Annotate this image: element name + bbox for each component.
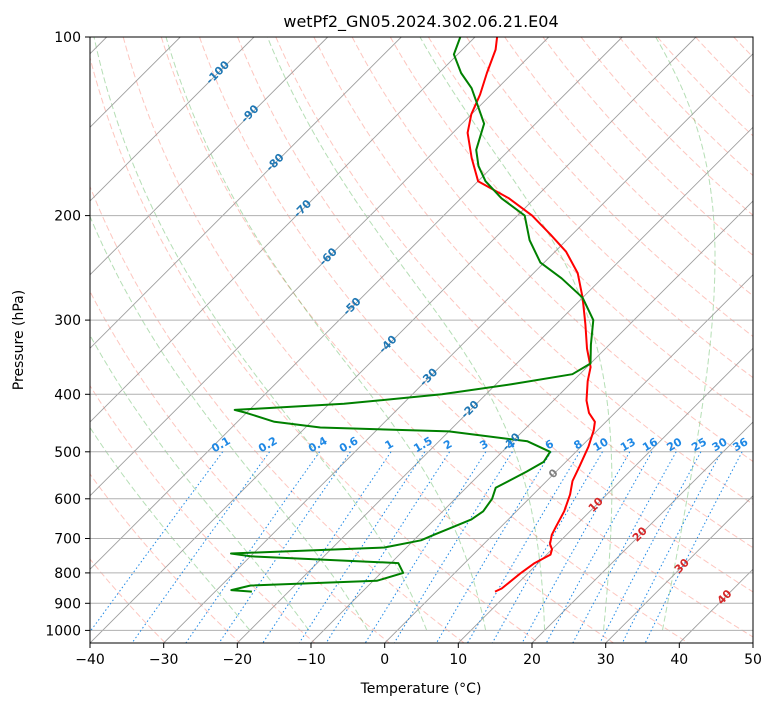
y-tick-label: 700 — [54, 532, 81, 548]
mixing-ratio-line — [298, 451, 426, 643]
dewpoint-line — [230, 37, 595, 593]
x-tick-label: −20 — [223, 652, 253, 668]
x-tick-label: 20 — [523, 652, 541, 668]
y-tick-label: 900 — [54, 596, 81, 612]
isotherm-line — [384, 274, 753, 643]
moist-adiabat-line — [655, 37, 716, 631]
dry-adiabat-line — [275, 37, 753, 549]
moist-adiabat-line — [90, 426, 251, 631]
isotherm-line — [90, 37, 255, 202]
y-tick-label: 100 — [54, 30, 81, 46]
y-axis-title: Pressure (hPa) — [11, 290, 27, 390]
mixing-ratio-line — [435, 451, 552, 643]
x-tick-label: −40 — [75, 652, 105, 668]
mixing-ratio-line — [621, 451, 722, 643]
isotherm-line — [90, 37, 550, 497]
moist-adiabat-line — [266, 37, 546, 631]
y-axis-ticks: 100 200 300 400 500 600 700 800 900 1000 — [45, 30, 90, 639]
x-tick-label: −30 — [149, 652, 179, 668]
x-axis-title: Temperature (°C) — [360, 681, 482, 697]
isotherm-line — [236, 126, 753, 643]
dry-adiabat-line — [160, 37, 689, 643]
plot-area: -100-90-80-70-60-50-40-30-20-10010203040… — [90, 37, 753, 643]
mixing-ratio-line — [185, 451, 321, 643]
mixing-ratio-labels: 0.1 0.2 0.4 0.6 1 1.5 2 3 4 6 8 10 13 16 20 25 30 36 — [209, 434, 750, 455]
moist-adiabat-line — [90, 215, 369, 631]
mixing-ratio-line — [521, 451, 631, 643]
x-tick-label: 30 — [597, 652, 615, 668]
isotherm-line — [605, 495, 753, 643]
y-tick-label: 800 — [54, 566, 81, 582]
isotherm-line — [531, 421, 753, 643]
temperature-line — [466, 37, 596, 593]
dry-adiabat-line — [504, 37, 753, 297]
x-tick-label: −10 — [296, 652, 326, 668]
moist-adiabat-line — [419, 37, 613, 631]
x-tick-label: 10 — [449, 652, 467, 668]
dry-adiabat-line — [351, 37, 753, 463]
chart-title: wetPf2_GN05.2024.302.06.21.E04 — [283, 12, 558, 32]
dry-adiabat-line — [90, 185, 465, 643]
mixing-ratio-line — [545, 451, 653, 643]
y-tick-label: 500 — [54, 445, 81, 461]
mixing-ratio-lines — [90, 451, 743, 643]
isotherm-line — [90, 37, 402, 349]
mixing-ratio-line — [393, 451, 513, 643]
dry-adiabat-line — [90, 384, 316, 643]
dry-adiabat-line — [122, 37, 614, 643]
moist-adiabats — [90, 37, 716, 631]
moist-adiabat-line — [165, 37, 487, 631]
sounding-series — [230, 37, 596, 593]
mixing-ratio-line — [572, 451, 677, 643]
dry-adiabat-line — [542, 37, 753, 257]
isotherm-line — [457, 347, 753, 643]
y-tick-label: 400 — [54, 387, 81, 403]
plot-frame — [89, 36, 754, 644]
dry-adiabat-line — [313, 37, 753, 505]
pressure-gridlines — [90, 37, 753, 631]
mixing-ratio-line — [262, 451, 392, 643]
y-tick-label: 1000 — [45, 623, 81, 639]
mixing-ratio-line — [644, 451, 743, 643]
dry-adiabat-line — [90, 55, 540, 643]
dry-adiabats — [90, 37, 753, 643]
dry-adiabat-line — [466, 37, 753, 338]
y-tick-label: 600 — [54, 492, 81, 508]
mixing-ratio-line — [90, 451, 224, 633]
isotherm-line — [90, 37, 623, 570]
y-tick-label: 300 — [54, 313, 81, 329]
x-tick-label: 0 — [380, 652, 389, 668]
isotherm-line — [90, 37, 697, 643]
isotherm-line — [90, 37, 476, 423]
x-axis-ticks: −40 −30 −20 −10 0 10 20 30 40 50 — [75, 643, 762, 668]
y-tick-label: 200 — [54, 209, 81, 225]
isotherm-line — [90, 37, 329, 276]
dry-adiabat-line — [199, 37, 753, 638]
x-tick-label: 50 — [744, 652, 762, 668]
mixing-ratio-line — [218, 451, 351, 643]
moist-adiabat-line — [93, 37, 428, 631]
x-tick-label: 40 — [670, 652, 688, 668]
mixing-ratio-line — [131, 451, 271, 643]
mixing-ratio-line — [599, 451, 702, 643]
dry-adiabat-line — [618, 37, 753, 177]
dry-adiabat-line — [389, 37, 753, 420]
isotherm-line — [163, 53, 753, 643]
dry-adiabat-line — [237, 37, 753, 593]
